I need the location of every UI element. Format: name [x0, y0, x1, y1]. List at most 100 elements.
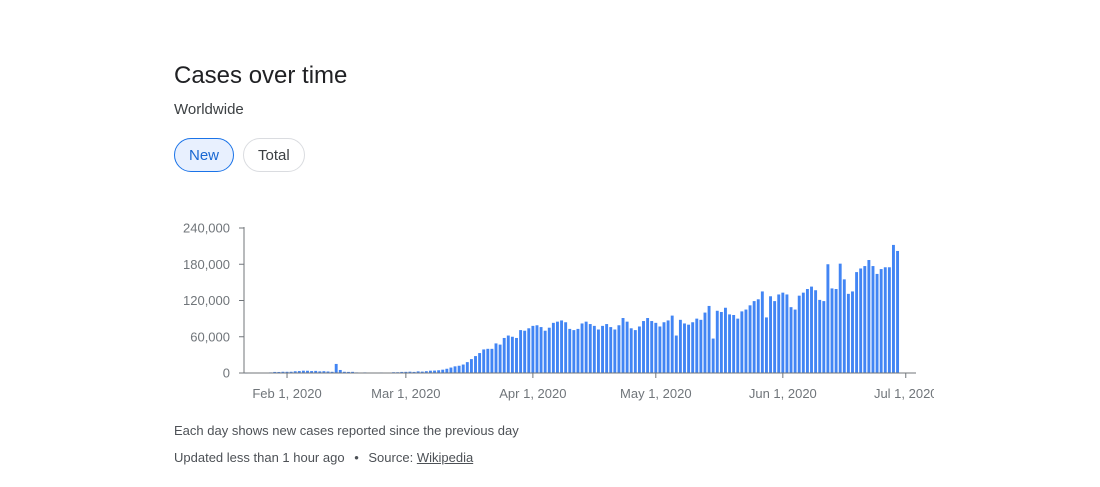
chart-bar [887, 267, 891, 373]
chart-bar [879, 269, 883, 373]
chart-bar [703, 312, 707, 373]
chart-bar [408, 371, 412, 373]
chart-bar [637, 326, 641, 373]
chart-bar [896, 250, 900, 373]
chart-bar [469, 359, 473, 373]
chart-bar [502, 337, 506, 373]
chart-bar [662, 322, 666, 373]
chart-bar [478, 353, 482, 373]
chart-bar [724, 307, 727, 373]
total-cases-toggle[interactable]: Total [243, 138, 305, 172]
chart-bar [314, 370, 318, 373]
chart-bar [707, 305, 711, 373]
updated-text: Updated less than 1 hour ago [174, 450, 345, 465]
chart-bar [695, 318, 699, 374]
chart-bar [330, 371, 334, 373]
chart-bar [453, 366, 457, 373]
chart-bar [785, 294, 789, 373]
chart-bar [506, 335, 510, 373]
cases-bar-chart: 0 60,000 120,000 180,000 240,000 Feb 1, 2020 M… [183, 221, 934, 402]
chart-bar [424, 371, 428, 373]
chart-bar [810, 286, 813, 373]
chart-bar [556, 321, 559, 373]
chart-bar [539, 327, 543, 373]
chart-bar [592, 325, 596, 374]
new-cases-toggle[interactable]: New [174, 138, 235, 172]
chart-bar [777, 294, 781, 373]
chart-bar [752, 301, 756, 373]
chart-bar [547, 327, 551, 373]
chart-bar [683, 323, 686, 373]
chart-bar [629, 328, 633, 373]
chart-bar [654, 322, 658, 373]
chart-bar [596, 329, 600, 373]
chart-bar [510, 336, 514, 373]
chart-bar [461, 364, 465, 373]
chart-bar [297, 371, 301, 373]
chart-bar [433, 370, 436, 373]
chart-bar [416, 371, 420, 373]
view-toggle-group: New Total [174, 138, 305, 172]
chart-bar [334, 363, 338, 373]
chart-bar [326, 371, 330, 373]
chart-bar [715, 310, 719, 373]
chart-bar [744, 309, 748, 373]
chart-bar [490, 348, 494, 373]
chart-bar [846, 293, 850, 373]
chart-bar [572, 330, 576, 373]
chart-bar [277, 371, 281, 373]
chart-bar [842, 279, 846, 373]
chart-bar [609, 327, 613, 373]
chart-subtitle: Worldwide [174, 101, 244, 118]
chart-bar [551, 322, 555, 373]
chart-bar [760, 291, 764, 373]
chart-bar [338, 369, 342, 373]
chart-bar [650, 321, 654, 373]
separator-dot: • [354, 450, 359, 465]
chart-bar [793, 309, 797, 373]
chart-bar [855, 272, 859, 373]
x-tick-label: Mar 1, 2020 [371, 386, 440, 401]
chart-bar [732, 315, 736, 373]
chart-bar [306, 370, 309, 373]
chart-bar [728, 314, 732, 373]
chart-bar [613, 329, 617, 373]
chart-bar [736, 318, 740, 374]
chart-bar [658, 326, 662, 373]
chart-bar [601, 325, 604, 374]
y-tick-label: 120,000 [183, 293, 230, 308]
chart-bar [441, 369, 445, 373]
x-tick-label: Jun 1, 2020 [749, 386, 817, 401]
chart-bar [449, 367, 453, 373]
chart-bar [543, 330, 547, 373]
chart-bar [531, 325, 535, 374]
chart-bar [642, 321, 645, 373]
chart-meta: Updated less than 1 hour ago • Source: W… [174, 450, 473, 465]
chart-bar [801, 292, 805, 373]
chart-title: Cases over time [174, 62, 348, 89]
chart-bar [740, 311, 744, 374]
chart-bar [670, 315, 674, 373]
chart-bar [281, 371, 285, 373]
source-link[interactable]: Wikipedia [416, 450, 474, 465]
chart-bar [859, 268, 863, 373]
chart-bar [474, 356, 477, 373]
chart-bar [748, 305, 752, 373]
chart-bar [412, 371, 416, 373]
chart-bar [342, 371, 346, 373]
chart-bar [892, 244, 895, 373]
chart-bar [814, 290, 818, 373]
chart-bar [285, 371, 289, 373]
chart-bar [871, 266, 875, 373]
x-tick-label: Apr 1, 2020 [499, 386, 566, 401]
chart-bar [691, 322, 695, 373]
chart-bar [445, 368, 449, 373]
chart-bar [310, 371, 314, 373]
chart-bar [666, 320, 670, 373]
chart-card: Cases over time Worldwide New Total 0 60,… [174, 0, 934, 487]
chart-bar [646, 318, 650, 373]
x-tick-label: May 1, 2020 [620, 386, 692, 401]
chart-bar [822, 301, 826, 373]
chart-bar [830, 288, 834, 373]
chart-bar [482, 349, 486, 373]
